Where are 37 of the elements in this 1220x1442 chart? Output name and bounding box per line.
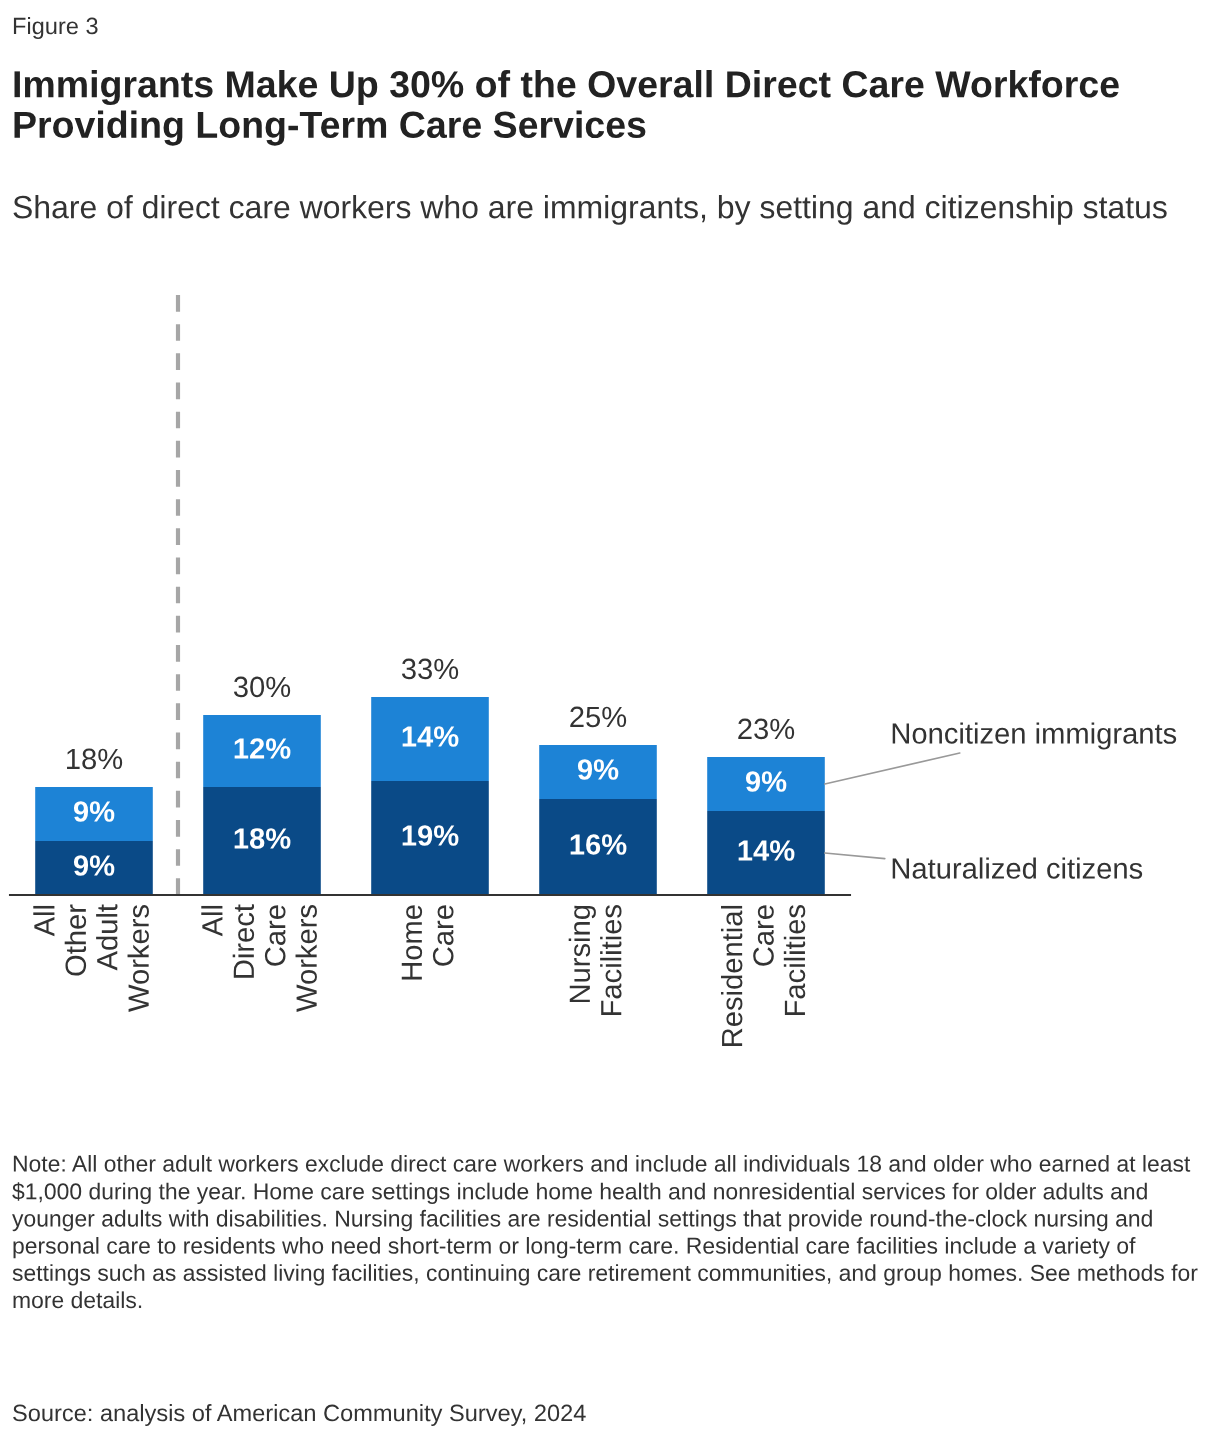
total-label: 18% bbox=[67, 748, 123, 770]
bar bbox=[203, 715, 321, 787]
x-tick-label: All Other Adult Workers bbox=[33, 904, 149, 1012]
data-label: 9% bbox=[73, 855, 115, 876]
total-label: 25% bbox=[570, 706, 627, 728]
bar bbox=[707, 811, 825, 895]
bar bbox=[35, 841, 153, 895]
caption: Figure 3 bbox=[13, 17, 98, 40]
x-tick-label: All Direct Care Workers bbox=[201, 904, 317, 1012]
data-label: 9% bbox=[745, 771, 787, 792]
data-label: 14% bbox=[402, 726, 459, 747]
chart-title: Immigrants Make Up 30% of the Overall Direct Care Workforce Providing Long-Term Care Services bbox=[14, 70, 1119, 146]
bar bbox=[371, 697, 489, 781]
bar bbox=[707, 757, 825, 811]
data-label: 18% bbox=[234, 828, 291, 849]
chart-subtitle: Share of direct care workers who are immigrants, by setting and citizenship status bbox=[13, 195, 1167, 225]
data-label: 9% bbox=[577, 759, 619, 780]
text: Note: All other adult workers exclude direct care workers and include all individuals 18 and older who earned at least $1,000 during the year. Home care settings include home health and nonresidential services for older adults and younger adults with disabilities. Nursing facilities are residential settings that provide round-the-clock nursing and personal care to residents who need short-term or long-term care. Residential care facilities include a variety of settings such as assisted living facilities, continuing care retirement communities, and group homes. See methods for more details. bbox=[12, 1155, 1198, 1309]
data-label: 12% bbox=[234, 738, 291, 759]
bar bbox=[371, 781, 489, 895]
x-tick-label: Home Care bbox=[401, 905, 454, 980]
total-label: 30% bbox=[233, 676, 291, 698]
bar bbox=[539, 799, 657, 895]
bar bbox=[35, 787, 153, 841]
data-label: 9% bbox=[73, 801, 115, 822]
data-label: 14% bbox=[738, 840, 795, 861]
source-note: Source: analysis of American Community Survey, 2024 bbox=[13, 1403, 586, 1427]
bar bbox=[539, 745, 657, 799]
x-tick-label: Residential Care Facilities bbox=[720, 905, 806, 1046]
total-label: 33% bbox=[401, 658, 459, 680]
bar bbox=[203, 787, 321, 895]
data-label: 19% bbox=[402, 825, 459, 846]
total-label: 23% bbox=[738, 718, 795, 740]
text: Naturalized citizens bbox=[892, 857, 1143, 879]
x-tick-label: Nursing Facilities bbox=[568, 905, 622, 1016]
text: Noncitizen immigrants bbox=[892, 722, 1177, 750]
data-label: 16% bbox=[570, 834, 627, 855]
